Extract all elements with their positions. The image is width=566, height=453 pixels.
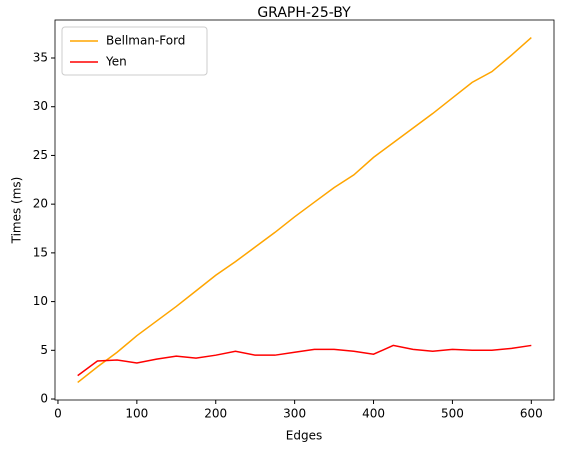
- x-axis-label: Edges: [286, 429, 322, 443]
- y-tick-label: 25: [33, 148, 48, 162]
- chart-title: GRAPH-25-BY: [257, 5, 351, 21]
- y-tick-label: 10: [33, 294, 48, 308]
- plot-frame: [54, 19, 555, 401]
- x-tick-label: 200: [204, 407, 227, 421]
- x-tick-label: 0: [54, 407, 62, 421]
- y-tick-label: 5: [40, 343, 48, 357]
- x-tick-label: 100: [125, 407, 148, 421]
- y-axis-label: Times (ms): [10, 177, 24, 245]
- y-tick-label: 35: [33, 51, 48, 65]
- y-tick-label: 0: [40, 392, 48, 406]
- legend-label: Bellman-Ford: [106, 34, 185, 48]
- line-series: [77, 36, 532, 384]
- x-tick-label: 400: [362, 407, 385, 421]
- x-tick-label: 500: [441, 407, 464, 421]
- y-tick-label: 20: [33, 197, 48, 211]
- line-series: [77, 344, 532, 377]
- legend-label: Yen: [105, 55, 127, 69]
- legend-box: [61, 26, 208, 76]
- x-tick-label: 600: [520, 407, 543, 421]
- y-tick-label: 30: [33, 99, 48, 113]
- x-tick-label: 300: [283, 407, 306, 421]
- y-tick-label: 15: [33, 245, 48, 259]
